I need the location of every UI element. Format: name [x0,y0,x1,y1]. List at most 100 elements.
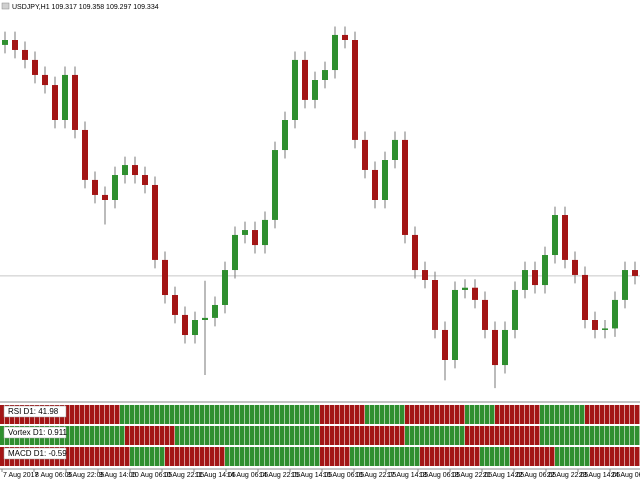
candle-body [532,270,538,286]
x-tick-label: 16 Aug 06:05 [323,472,364,479]
indicator-label-box [3,426,67,439]
candle-body [252,230,258,246]
x-tick-label: 18 Aug 22:05 [451,472,492,479]
signal-stripes [225,447,320,466]
indicator-label: RSI D1: 41.98 [8,407,59,416]
candle-body [632,270,638,276]
candle-body [482,299,488,330]
x-tick-label: 7 Aug 2017 [3,472,39,479]
candle-body [42,74,48,86]
candle-body [442,329,448,360]
candle-body [12,40,18,50]
signal-stripes [125,426,175,445]
signal-stripes [320,426,405,445]
x-tick-label: 14 Aug 06:05 [227,472,268,479]
signal-stripes [555,447,590,466]
candle-body [212,304,218,318]
signal-stripes [465,405,495,424]
candle-body [522,270,528,290]
x-tick-label: 22 Aug 06:05 [515,472,556,479]
candle-body [22,49,28,60]
signal-stripes [585,405,640,424]
candle-body [292,59,298,120]
x-tick-label: 15 Aug 14:05 [291,472,332,479]
signal-stripes [510,447,555,466]
signal-stripes [405,426,465,445]
candle-body [92,179,98,195]
x-tick-label: 10 Aug 06:05 [131,472,172,479]
candle-body [132,165,138,176]
candle-body [412,234,418,271]
candle-body [512,289,518,330]
candle-body [432,280,438,330]
signal-stripes [540,426,640,445]
candle-body [392,139,398,160]
x-tick-label: 8 Aug 06:05 [35,472,72,479]
signal-stripes [495,405,540,424]
candle-body [332,34,338,71]
indicator-label-box [3,405,67,418]
x-tick-label: 17 Aug 14:05 [387,472,428,479]
candle-body [542,255,548,286]
x-tick-label: 18 Aug 06:05 [419,472,460,479]
x-tick-label: 14 Aug 22:05 [259,472,300,479]
indicator-label: MACD D1: -0.59 [8,449,67,458]
x-tick-label: 22 Aug 22:05 [547,472,588,479]
candle-body [72,74,78,130]
signal-stripes [320,447,350,466]
candle-body [492,329,498,366]
candle-body [202,317,208,320]
candle-body [372,169,378,200]
candle-body [112,175,118,200]
candle-body [502,329,508,366]
candle-body [2,40,8,45]
candle-body [312,80,318,100]
x-tick-label: 23 Aug 14:05 [579,472,620,479]
candle-body [262,219,268,246]
candle-body [582,274,588,320]
symbol-icon [1,2,10,10]
candle-body [452,289,458,360]
candle-body [102,194,108,200]
candle-body [552,215,558,256]
candle-body [272,150,278,220]
candle-body [82,129,88,180]
candle-body [592,320,598,330]
signal-stripes [350,447,420,466]
candle-body [172,295,178,315]
x-tick-label: 8 Aug 22:05 [67,472,104,479]
signal-stripes [480,447,510,466]
candle-body [302,59,308,100]
indicator-label: Vortex D1: 0.911 [8,428,68,437]
candle-body [162,259,168,296]
signal-stripes [175,426,320,445]
signal-stripes [130,447,165,466]
indicator-label-box [3,447,67,460]
candle-body [152,184,158,260]
candle-body [402,139,408,235]
signal-stripes [590,447,640,466]
signal-stripes [165,447,225,466]
candle-body [282,120,288,151]
candle-body [182,314,188,336]
signal-stripes [120,405,320,424]
x-tick-label: 21 Aug 14:05 [483,472,524,479]
candle-body [142,175,148,185]
signal-stripes [540,405,585,424]
candle-body [382,160,388,200]
signal-stripes [465,426,540,445]
candle-body [422,270,428,280]
x-tick-label: 16 Aug 22:05 [355,472,396,479]
candle-body [122,165,128,176]
signal-stripes [405,405,465,424]
candle-body [242,230,248,235]
candle-body [572,259,578,275]
x-tick-label: 24 Aug 06:05 [611,472,640,479]
candle-body [232,234,238,271]
chart-title: USDJPY,H1 109.317 109.358 109.297 109.33… [12,4,159,11]
candle-body [362,139,368,170]
candle-body [562,215,568,260]
